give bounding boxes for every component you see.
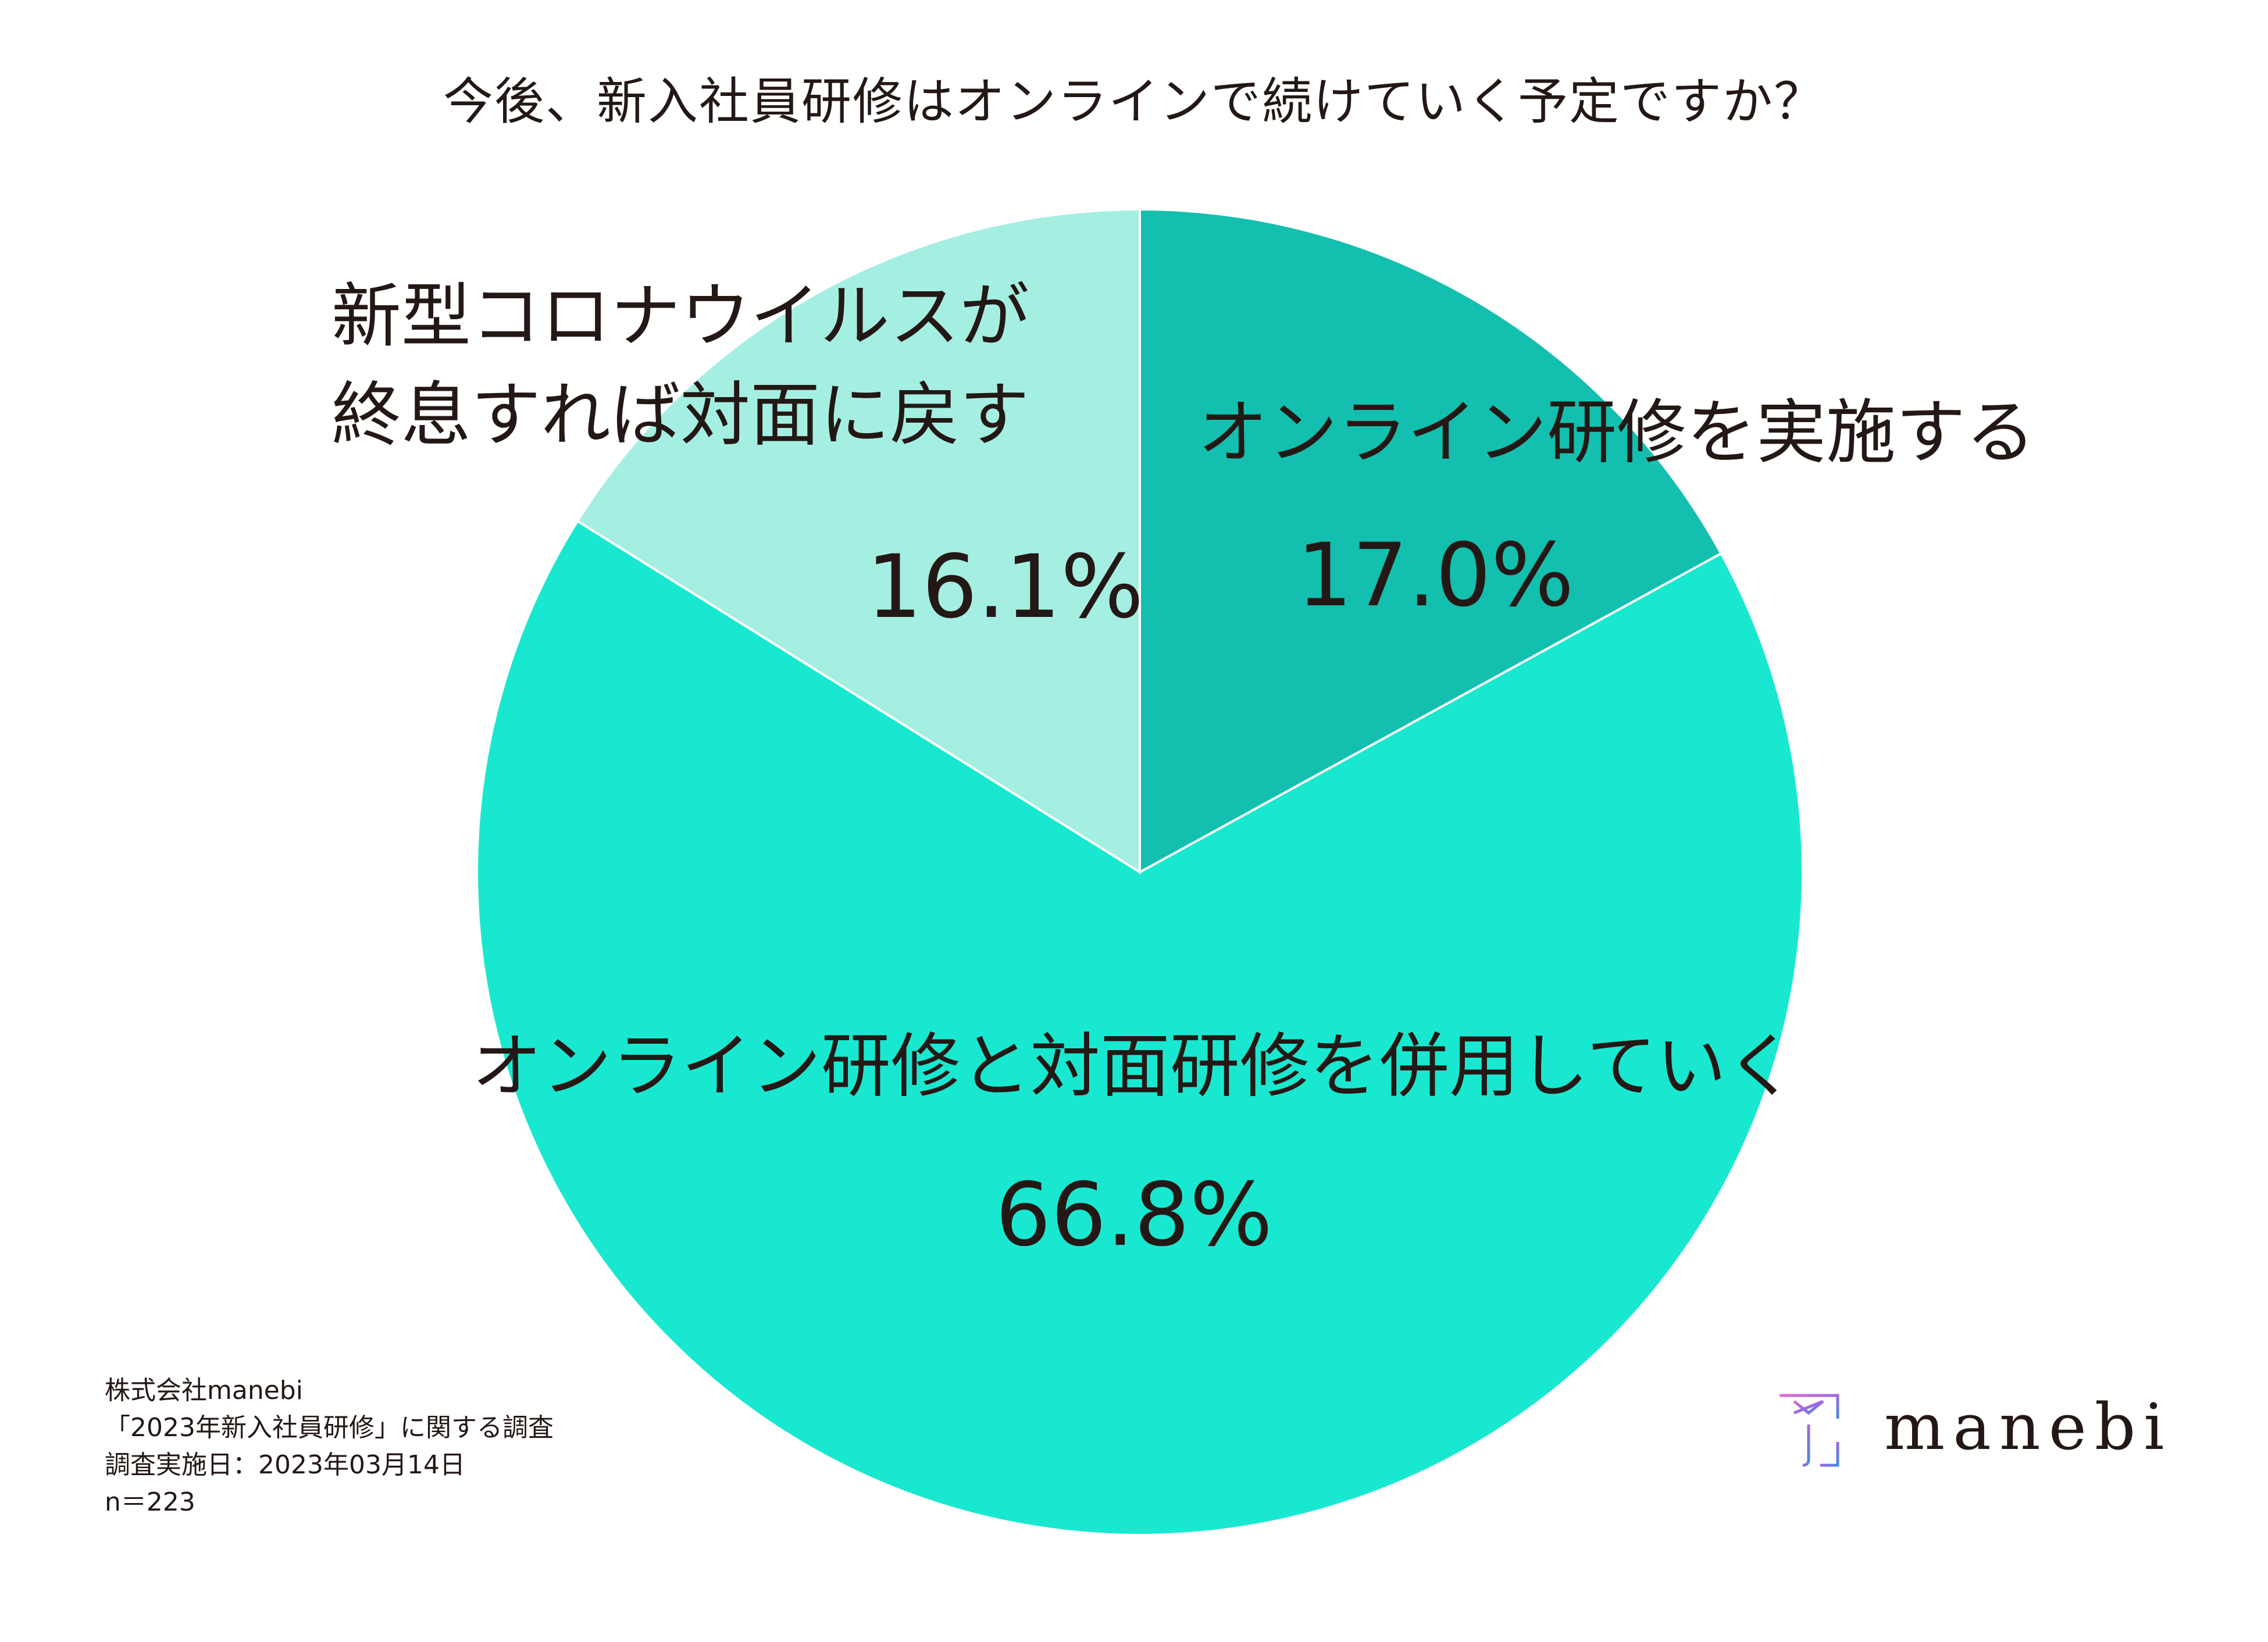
slice-value-hybrid: 66.8% (995, 1165, 1273, 1266)
slice-label-hybrid: オンライン研修と対面研修を併用していく (472, 1026, 1796, 1107)
pie-slice-return-to-offline (576, 208, 1141, 874)
brand-name: manebi (1884, 1390, 2173, 1464)
slice-label-return-to-offline: 新型コロナウイルスが 終息すれば対面に戻す (331, 267, 1029, 465)
pie-slice-hybrid (476, 519, 1804, 1536)
chart-title: 今後、新入社員研修はオンラインで続けていく予定ですか？ (443, 73, 1825, 131)
source-note-line: 調査実施日：2023年03月14日 (105, 1450, 465, 1480)
brand-logo: manebi (1768, 1384, 2210, 1471)
source-note-line: 株式会社manebi (105, 1376, 303, 1405)
source-note-line: 「2023年新入社員研修」に関する調査 (105, 1413, 554, 1443)
slice-label-line: 新型コロナウイルスが (331, 276, 1029, 357)
manebi-logo-icon (1778, 1394, 1839, 1467)
source-note: 株式会社manebi 「2023年新入社員研修」に関する調査 調査実施日：202… (105, 1372, 554, 1521)
slice-label-line: 終息すれば対面に戻す (331, 375, 1029, 456)
slice-value-return-to-offline: 16.1% (866, 537, 1144, 638)
slice-value-online: 17.0% (1297, 525, 1574, 626)
pie-slice-online (1139, 208, 1723, 874)
slice-label-online: オンライン研修を実施する (1198, 392, 2035, 473)
source-note-line: n＝223 (105, 1487, 195, 1517)
